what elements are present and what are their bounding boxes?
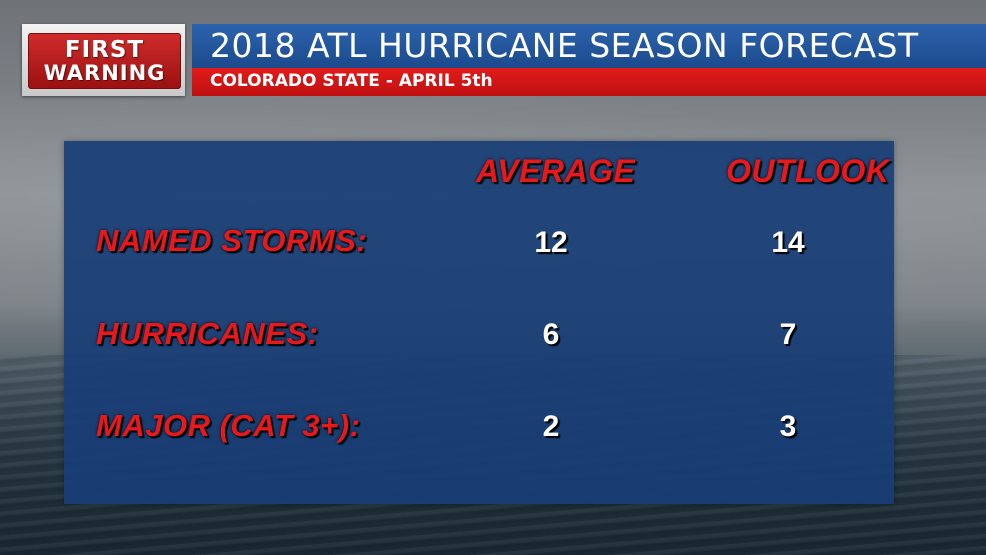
row-label-named-storms: NAMED STORMS: [96,223,368,258]
column-header-outlook: OUTLOOK [726,153,890,189]
column-header-average: AVERAGE [476,153,636,189]
hurricanes-outlook: 7 [779,318,797,351]
major-average: 2 [542,410,560,443]
title-bar: 2018 ATL HURRICANE SEASON FORECAST [192,24,986,68]
named-storms-average: 12 [534,226,568,259]
row-label-major: MAJOR (CAT 3+): [96,408,361,443]
page-subtitle: COLORADO STATE - APRIL 5th [210,71,493,91]
subtitle-bar: COLORADO STATE - APRIL 5th [192,68,986,96]
logo-line-warning: WARNING [43,61,166,85]
named-storms-outlook: 14 [771,226,805,259]
hurricanes-average: 6 [542,318,560,351]
major-outlook: 3 [779,410,797,443]
page-title: 2018 ATL HURRICANE SEASON FORECAST [210,26,919,65]
forecast-table: AVERAGE OUTLOOK NAMED STORMS: 12 14 HURR… [64,141,894,504]
row-label-hurricanes: HURRICANES: [96,316,319,351]
logo-line-first: FIRST [64,37,145,63]
logo-badge: FIRST WARNING [28,33,181,89]
first-warning-logo: FIRST WARNING [22,24,185,96]
